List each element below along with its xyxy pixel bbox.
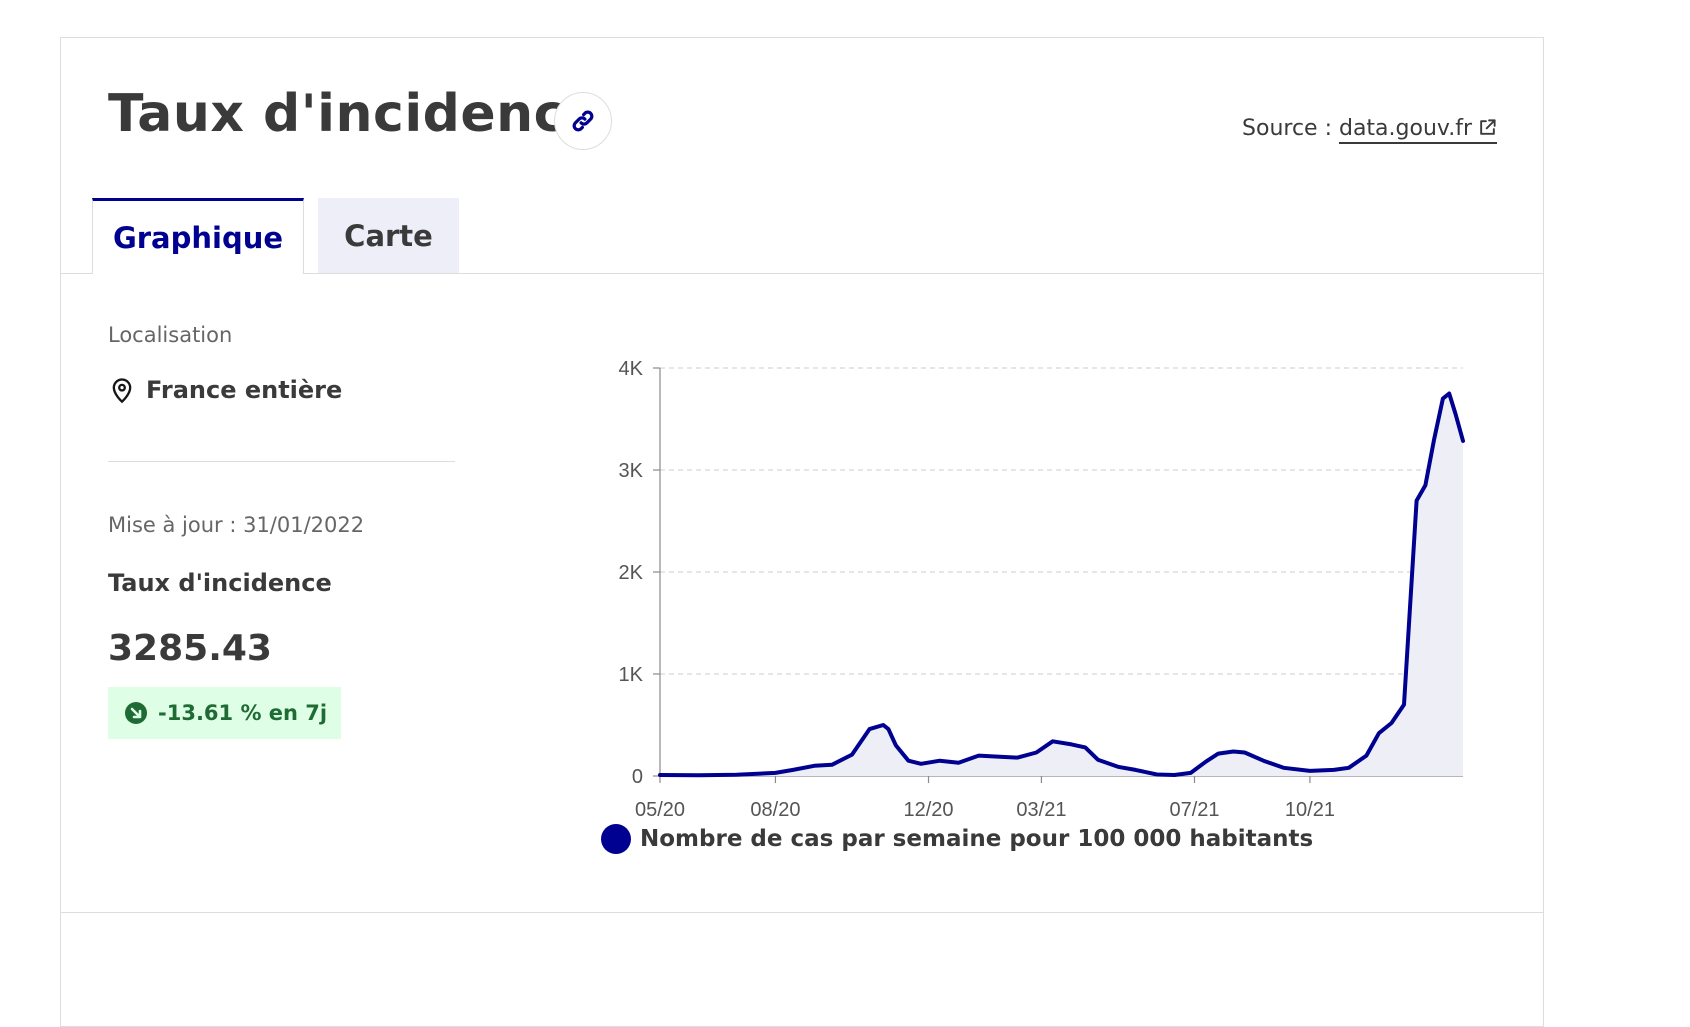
location-label: Localisation (108, 323, 233, 347)
series-area (660, 393, 1463, 776)
series-line (658, 391, 1465, 778)
tab-bar: Graphique Carte (92, 198, 459, 274)
x-tick-label: 07/21 (1169, 799, 1219, 818)
x-tick-label: 10/21 (1285, 799, 1335, 818)
y-tick-label: 0 (632, 766, 643, 788)
tab-divider (61, 273, 1543, 274)
metric-value: 3285.43 (108, 628, 272, 669)
legend-marker (601, 824, 631, 854)
legend-label: Nombre de cas par semaine pour 100 000 h… (640, 826, 1314, 852)
y-tick-label: 4K (619, 358, 644, 380)
trend-badge: -13.61 % en 7j (108, 687, 342, 739)
source-link-text: data.gouv.fr (1338, 116, 1472, 141)
card-bottom-divider (61, 912, 1543, 913)
link-icon (572, 110, 594, 132)
location-selector[interactable]: France entière (108, 375, 342, 405)
trend-down-icon (125, 702, 147, 724)
incidence-card: Taux d'incidence Source : data.gouv.fr G… (60, 37, 1544, 1027)
chart-legend: Nombre de cas par semaine pour 100 000 h… (601, 824, 1313, 854)
x-tick-label: 08/20 (750, 799, 800, 818)
y-tick-label: 1K (619, 664, 644, 686)
x-tick-label: 12/20 (903, 799, 953, 818)
external-link-icon (1480, 119, 1496, 135)
map-pin-icon (112, 378, 132, 404)
y-tick-label: 2K (619, 562, 644, 584)
sidebar-divider (108, 461, 455, 462)
source-link[interactable]: data.gouv.fr (1338, 116, 1497, 144)
x-tick-label: 05/20 (635, 799, 685, 818)
trend-text: -13.61 % en 7j (158, 701, 328, 725)
source: Source : data.gouv.fr (1242, 116, 1497, 144)
copy-link-button[interactable] (554, 92, 612, 150)
location-value: France entière (146, 376, 343, 404)
metric-label: Taux d'incidence (108, 569, 332, 597)
x-tick-label: 03/21 (1016, 799, 1066, 818)
source-label: Source : (1242, 116, 1339, 141)
update-date: Mise à jour : 31/01/2022 (108, 513, 365, 537)
tab-graphique[interactable]: Graphique (92, 198, 304, 274)
incidence-chart: 0 1K 2K 3K 4K 05/20 08/20 12/20 03/21 07/21 10/21 (619, 358, 1465, 818)
tab-carte[interactable]: Carte (318, 198, 459, 273)
y-tick-label: 3K (619, 460, 644, 482)
page-title: Taux d'incidence (108, 84, 601, 144)
